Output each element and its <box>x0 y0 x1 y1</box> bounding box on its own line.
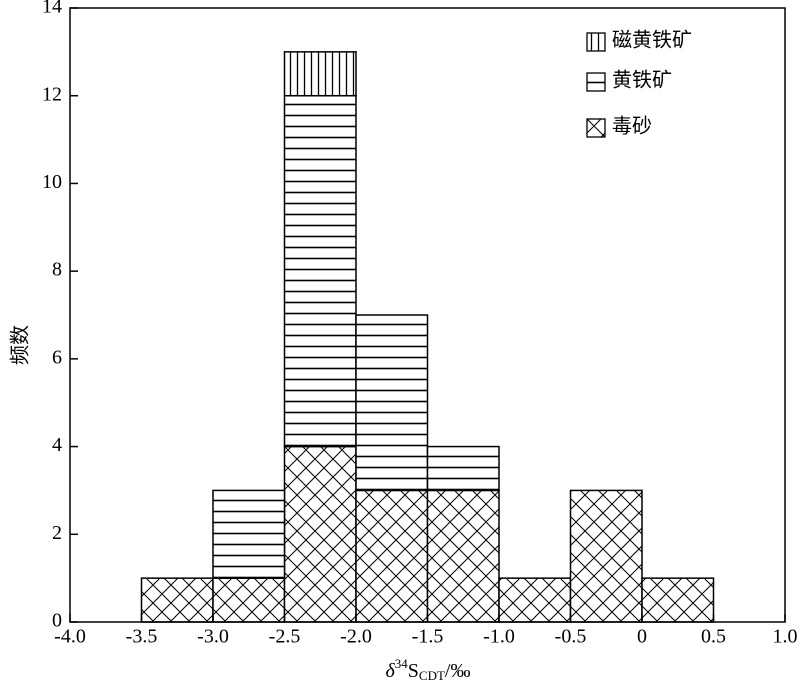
y-tick-label: 14 <box>42 0 62 18</box>
bar-segment <box>283 51 357 97</box>
x-tick-label: -1.0 <box>483 626 515 648</box>
x-label-unit: /‰ <box>445 660 471 682</box>
bar-segment <box>426 445 500 492</box>
x-tick-label: -4.0 <box>54 626 86 648</box>
x-label-base: S <box>408 660 419 682</box>
legend-label: 磁黄铁矿 <box>612 29 692 52</box>
x-label-sub: CDT <box>419 668 445 683</box>
bar-segment <box>212 489 286 579</box>
y-tick-label: 12 <box>42 83 62 105</box>
y-tick-label: 10 <box>42 171 62 193</box>
bar-segment <box>426 489 500 623</box>
legend-swatch <box>586 72 606 92</box>
x-tick-label: -0.5 <box>555 626 587 648</box>
bar-segment <box>569 489 643 623</box>
bar-segment <box>283 445 357 623</box>
bar-segment <box>641 577 715 623</box>
x-tick-label: -3.0 <box>197 626 229 648</box>
legend-swatch <box>586 32 606 52</box>
x-tick-label: 0 <box>637 626 647 648</box>
legend-swatch <box>586 118 606 138</box>
bar-segment <box>498 577 572 623</box>
x-label-sup: 34 <box>395 656 409 671</box>
x-axis-label: δ34SCDT/‰ <box>386 656 471 683</box>
bar-segment <box>283 94 357 448</box>
legend-label: 毒砂 <box>612 115 652 138</box>
bar-segment <box>212 577 286 623</box>
y-axis-label: 频数 <box>9 325 32 365</box>
y-tick-label: 0 <box>52 610 62 632</box>
bar-segment <box>355 314 429 492</box>
y-tick-label: 4 <box>52 434 62 456</box>
y-tick-label: 6 <box>52 346 62 368</box>
legend-label: 黄铁矿 <box>612 69 672 92</box>
x-tick-label: 1.0 <box>773 626 798 648</box>
x-tick-label: -1.5 <box>412 626 444 648</box>
y-tick-label: 2 <box>52 522 62 544</box>
x-tick-label: -2.5 <box>269 626 301 648</box>
x-tick-label: 0.5 <box>701 626 726 648</box>
bar-segment <box>355 489 429 623</box>
bar-segment <box>140 577 214 623</box>
x-tick-label: -2.0 <box>340 626 372 648</box>
x-tick-label: -3.5 <box>126 626 158 648</box>
x-label-symbol: δ <box>386 660 396 682</box>
y-tick-label: 8 <box>52 259 62 281</box>
